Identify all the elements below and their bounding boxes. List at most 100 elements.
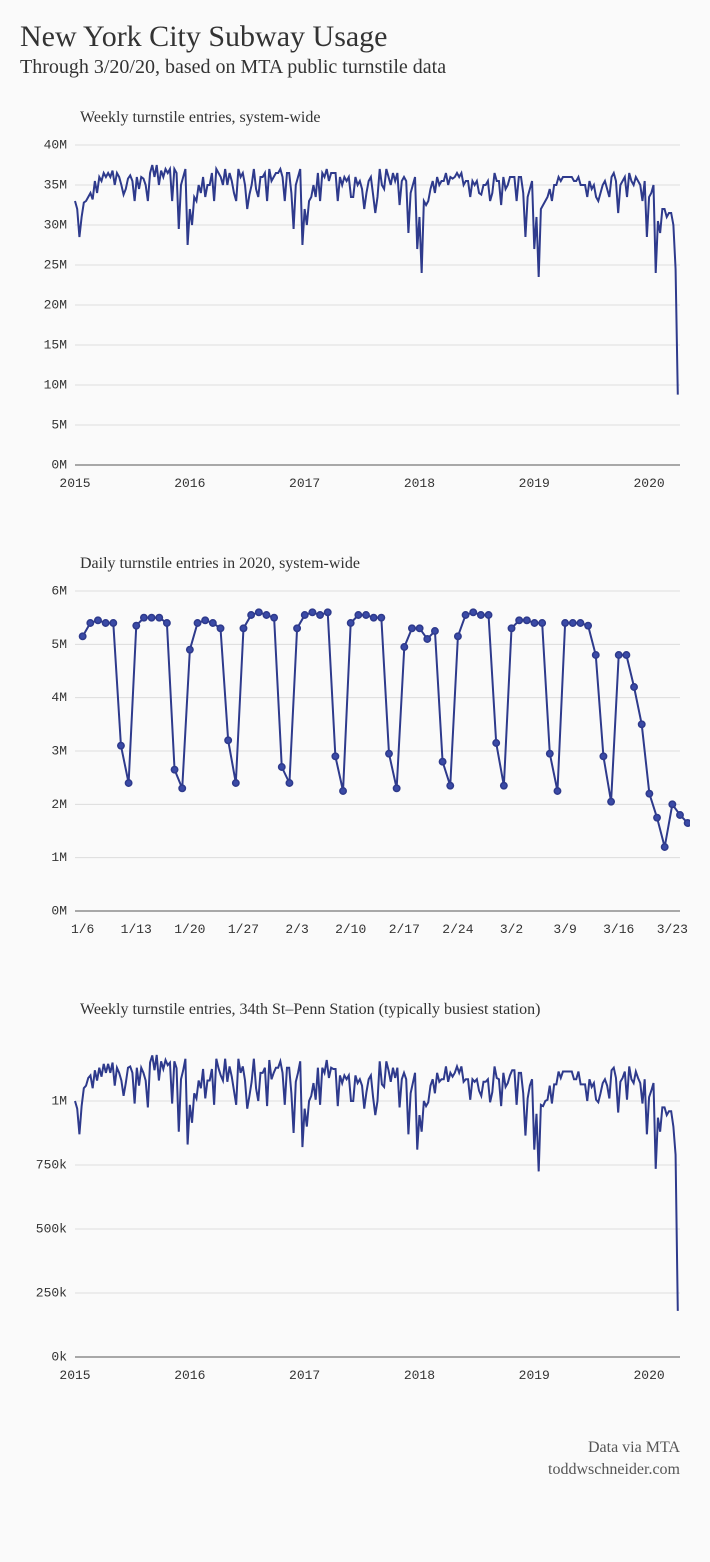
data-marker	[478, 612, 484, 618]
chart-svg-daily_2020: 0M1M2M3M4M5M6M1/61/131/201/272/32/102/17…	[20, 581, 690, 961]
data-marker	[348, 620, 354, 626]
data-marker	[386, 750, 392, 756]
data-marker	[225, 737, 231, 743]
data-marker	[355, 612, 361, 618]
data-marker	[294, 625, 300, 631]
data-marker	[677, 812, 683, 818]
page-subtitle: Through 3/20/20, based on MTA public tur…	[20, 56, 690, 79]
data-line	[83, 612, 690, 847]
charts-area: Weekly turnstile entries, system-wide0M5…	[20, 109, 690, 1407]
y-tick-label: 0M	[51, 457, 67, 472]
data-marker	[263, 612, 269, 618]
x-tick-label: 3/16	[603, 922, 634, 937]
data-marker	[432, 628, 438, 634]
footer-source: Data via MTA	[20, 1437, 680, 1459]
data-marker	[593, 652, 599, 658]
x-tick-label: 2019	[519, 1368, 550, 1383]
data-marker	[600, 753, 606, 759]
x-tick-label: 3/2	[500, 922, 523, 937]
y-tick-label: 20M	[44, 297, 67, 312]
x-tick-label: 2019	[519, 476, 550, 491]
y-tick-label: 40M	[44, 137, 67, 152]
y-tick-label: 0k	[51, 1349, 67, 1364]
data-marker	[110, 620, 116, 626]
data-marker	[531, 620, 537, 626]
data-marker	[547, 750, 553, 756]
chart-weekly_system: Weekly turnstile entries, system-wide0M5…	[20, 109, 690, 515]
data-marker	[125, 780, 131, 786]
data-marker	[271, 614, 277, 620]
x-tick-label: 2018	[404, 1368, 435, 1383]
data-marker	[669, 801, 675, 807]
data-marker	[608, 798, 614, 804]
data-marker	[409, 625, 415, 631]
data-marker	[470, 609, 476, 615]
data-marker	[516, 617, 522, 623]
x-tick-label: 2015	[59, 1368, 90, 1383]
data-marker	[654, 814, 660, 820]
data-marker	[240, 625, 246, 631]
x-tick-label: 2/24	[442, 922, 473, 937]
data-marker	[309, 609, 315, 615]
data-marker	[493, 740, 499, 746]
data-marker	[378, 614, 384, 620]
data-marker	[485, 612, 491, 618]
x-tick-label: 1/27	[228, 922, 259, 937]
data-marker	[570, 620, 576, 626]
data-marker	[661, 844, 667, 850]
data-marker	[87, 620, 93, 626]
data-marker	[286, 780, 292, 786]
data-marker	[455, 633, 461, 639]
y-tick-label: 4M	[51, 690, 67, 705]
data-marker	[646, 790, 652, 796]
chart-svg-weekly_penn: 0k250k500k750k1M201520162017201820192020	[20, 1027, 690, 1407]
data-marker	[148, 614, 154, 620]
x-tick-label: 2016	[174, 1368, 205, 1383]
data-marker	[171, 766, 177, 772]
data-marker	[577, 620, 583, 626]
data-line	[75, 1055, 678, 1311]
y-tick-label: 30M	[44, 217, 67, 232]
x-tick-label: 3/23	[657, 922, 688, 937]
y-tick-label: 15M	[44, 337, 67, 352]
data-marker	[233, 780, 239, 786]
x-tick-label: 3/9	[553, 922, 576, 937]
data-marker	[562, 620, 568, 626]
data-marker	[95, 617, 101, 623]
data-marker	[524, 617, 530, 623]
chart-svg-weekly_system: 0M5M10M15M20M25M30M35M40M201520162017201…	[20, 135, 690, 515]
data-marker	[332, 753, 338, 759]
data-marker	[141, 614, 147, 620]
data-marker	[370, 614, 376, 620]
y-tick-label: 5M	[51, 637, 67, 652]
y-tick-label: 0M	[51, 903, 67, 918]
y-tick-label: 5M	[51, 417, 67, 432]
x-tick-label: 2018	[404, 476, 435, 491]
x-tick-label: 1/6	[71, 922, 94, 937]
x-tick-label: 2020	[633, 1368, 664, 1383]
data-marker	[416, 625, 422, 631]
y-tick-label: 35M	[44, 177, 67, 192]
x-tick-label: 2/17	[389, 922, 420, 937]
data-marker	[118, 742, 124, 748]
x-tick-label: 2016	[174, 476, 205, 491]
data-marker	[447, 782, 453, 788]
data-marker	[256, 609, 262, 615]
data-marker	[164, 620, 170, 626]
y-tick-label: 3M	[51, 743, 67, 758]
data-marker	[554, 788, 560, 794]
data-marker	[217, 625, 223, 631]
y-tick-label: 10M	[44, 377, 67, 392]
footer-credit: toddwschneider.com	[20, 1459, 680, 1481]
chart-weekly_penn: Weekly turnstile entries, 34th St–Penn S…	[20, 1001, 690, 1407]
x-tick-label: 2/10	[335, 922, 366, 937]
data-marker	[462, 612, 468, 618]
data-marker	[501, 782, 507, 788]
chart-title-weekly_penn: Weekly turnstile entries, 34th St–Penn S…	[80, 1001, 690, 1019]
data-marker	[684, 820, 690, 826]
data-marker	[317, 612, 323, 618]
data-marker	[623, 652, 629, 658]
data-marker	[393, 785, 399, 791]
data-marker	[631, 684, 637, 690]
data-marker	[156, 614, 162, 620]
